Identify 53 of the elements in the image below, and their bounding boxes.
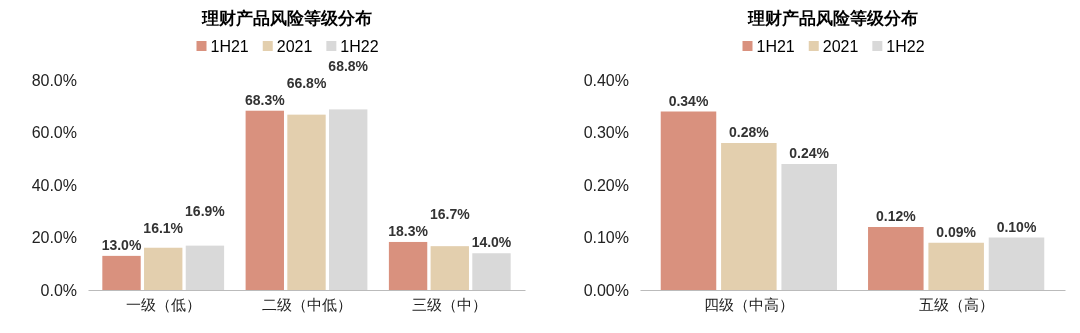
data-label: 0.28% — [728, 124, 770, 140]
data-label: 18.3% — [388, 222, 429, 239]
legend-label: 1H22 — [886, 38, 925, 55]
x-tick-label: 五级（高） — [918, 295, 994, 313]
legend-label: 2021 — [822, 38, 859, 55]
y-tick-label: 0.00% — [583, 281, 629, 299]
x-tick-label: 三级（中） — [412, 295, 488, 313]
bar — [144, 247, 183, 290]
data-label: 16.9% — [185, 202, 226, 219]
y-tick-label: 80.0% — [31, 71, 77, 89]
x-tick-label: 二级（中低） — [261, 295, 352, 313]
bar — [472, 253, 511, 290]
y-tick-label: 40.0% — [31, 176, 77, 194]
data-label: 16.7% — [429, 205, 471, 222]
data-label: 0.12% — [875, 208, 917, 224]
x-tick-label: 四级（中高） — [703, 295, 794, 313]
y-tick-label: 0.0% — [40, 281, 77, 299]
data-label: 0.09% — [936, 223, 977, 240]
bar — [245, 110, 284, 290]
y-tick-label: 0.30% — [583, 124, 629, 142]
y-tick-label: 0.40% — [583, 71, 629, 89]
bar — [928, 242, 984, 290]
y-tick-label: 60.0% — [31, 124, 77, 142]
data-label: 68.3% — [244, 91, 286, 108]
bar — [988, 237, 1045, 290]
data-label: 0.10% — [996, 218, 1037, 235]
bar — [660, 111, 717, 290]
data-label: 68.8% — [328, 57, 369, 74]
bar — [430, 246, 469, 290]
legend-label: 1H21 — [210, 38, 249, 55]
data-label: 0.24% — [789, 145, 830, 161]
chart-title: 理财产品风险等级分布 — [200, 9, 372, 28]
x-tick-label: 一级（低） — [125, 295, 201, 313]
bar — [721, 143, 777, 290]
bar — [388, 241, 428, 290]
data-label: 0.34% — [668, 92, 709, 109]
legend-label: 2021 — [276, 38, 313, 55]
y-tick-label: 0.10% — [583, 229, 629, 247]
data-label: 16.1% — [143, 219, 184, 236]
chart-title: 理财产品风险等级分布 — [746, 9, 918, 28]
bar — [781, 164, 837, 290]
data-label: 66.8% — [286, 74, 327, 91]
bar — [102, 255, 141, 290]
legend-label: 1H21 — [756, 38, 795, 55]
bar — [185, 245, 225, 290]
data-label: 14.0% — [471, 234, 512, 251]
bar — [868, 227, 924, 290]
bar — [329, 109, 368, 290]
legend-label: 1H22 — [340, 38, 379, 55]
data-label: 13.0% — [101, 236, 142, 253]
y-tick-label: 20.0% — [31, 229, 77, 247]
y-tick-label: 0.20% — [583, 176, 629, 194]
bar — [287, 114, 326, 290]
